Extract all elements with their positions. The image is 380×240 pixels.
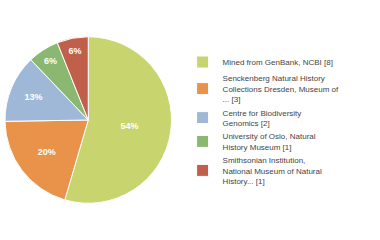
svg-text:Mined from GenBank, NCBI [8]: Mined from GenBank, NCBI [8] (223, 58, 333, 67)
svg-text:Centre for BiodiversityGenomic: Centre for BiodiversityGenomics [2] (223, 109, 302, 128)
svg-text:6%: 6% (68, 46, 81, 56)
svg-text:Smithsonian Institution,Nation: Smithsonian Institution,National Museum … (223, 156, 322, 186)
svg-text:13%: 13% (24, 92, 42, 102)
svg-text:54%: 54% (120, 121, 138, 131)
svg-text:Senckenberg Natural HistoryCol: Senckenberg Natural HistoryCollections D… (223, 74, 339, 104)
svg-text:6%: 6% (44, 56, 57, 66)
svg-text:University of Oslo, NaturalHis: University of Oslo, NaturalHistory Museu… (223, 132, 316, 151)
svg-text:20%: 20% (38, 147, 56, 157)
